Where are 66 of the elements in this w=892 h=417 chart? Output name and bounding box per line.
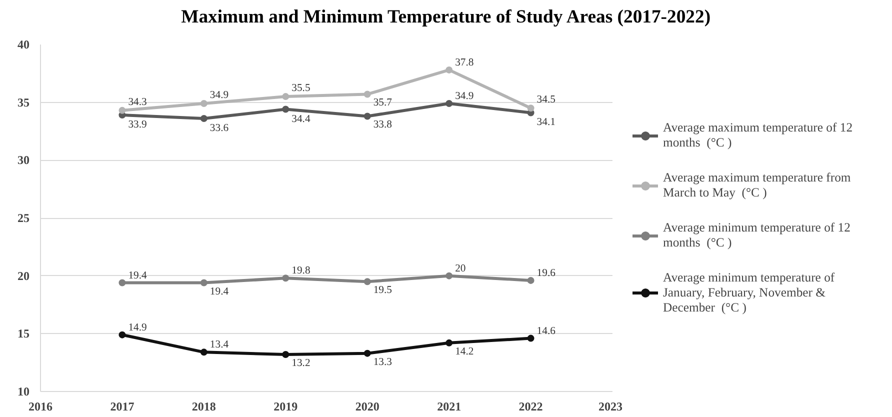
data-label: 34.3 [128,96,147,108]
legend-label: Average minimum temperature of 12 months (°C ) [663,220,850,250]
point [527,276,534,284]
point [364,350,371,357]
legend-label: Average maximum temperature from March to May (°C ) [663,170,851,200]
x-tick-label: 2018 [192,400,216,414]
point [200,279,208,286]
legend-label: Average maximum temperature of 12 months (°C ) [663,120,853,150]
point [446,100,453,107]
data-label: 37.8 [455,57,474,68]
point [118,106,126,114]
x-tick-label: 2022 [518,400,543,414]
y-tick-label: 10 [18,384,30,398]
point [446,66,453,74]
point [282,274,290,282]
point [364,112,371,120]
data-label: 19.8 [292,266,310,277]
data-label: 34.9 [455,90,474,102]
y-tick-label: 35 [18,95,30,110]
legend-label: Average minimum temperature of January, February, November & December (°C ) [663,270,835,315]
data-label: 34.5 [536,94,556,106]
x-tick-label: 2016 [28,400,52,414]
data-label: 19.4 [128,270,148,282]
point [200,348,208,356]
point [364,278,371,286]
data-label: 14.6 [536,326,556,337]
point [527,334,534,342]
data-label: 19.6 [536,268,556,279]
data-label: 35.7 [373,98,393,109]
x-tick-label: 2020 [355,400,380,414]
data-label: 34.1 [536,117,556,128]
point [118,279,126,286]
x-tick-label: 2021 [437,400,462,414]
point [446,272,453,280]
y-tick-label: 20 [18,268,30,283]
point [282,106,290,113]
data-label: 33.6 [210,123,230,134]
data-label: 20 [455,263,466,274]
chart-title: Maximum and Minimum Temperature of Study Areas (2017-2022) [181,6,711,28]
y-tick-label: 25 [18,211,30,225]
x-tick-label: 2023 [598,400,622,414]
y-tick-label: 30 [18,153,30,168]
data-label: 33.8 [373,120,392,131]
data-label: 19.4 [210,286,230,298]
y-tick-label: 40 [18,38,30,52]
point [446,339,453,346]
point [118,331,126,338]
data-label: 13.2 [292,358,310,369]
data-label: 35.5 [292,83,310,94]
point [364,90,371,98]
x-tick-label: 2017 [110,400,134,414]
x-tick-label: 2019 [274,400,298,414]
data-label: 19.5 [373,285,392,296]
point [200,100,208,107]
data-label: 34.9 [210,90,229,101]
point [200,115,208,122]
data-label: 13.4 [210,340,230,351]
data-label: 14.9 [128,322,147,334]
point [282,93,290,100]
point [282,350,290,358]
data-label: 33.9 [128,120,147,131]
data-label: 13.3 [373,356,392,368]
data-label: 14.2 [455,346,474,358]
point [527,104,534,112]
data-label: 34.4 [292,114,311,125]
y-tick-label: 15 [18,326,30,341]
